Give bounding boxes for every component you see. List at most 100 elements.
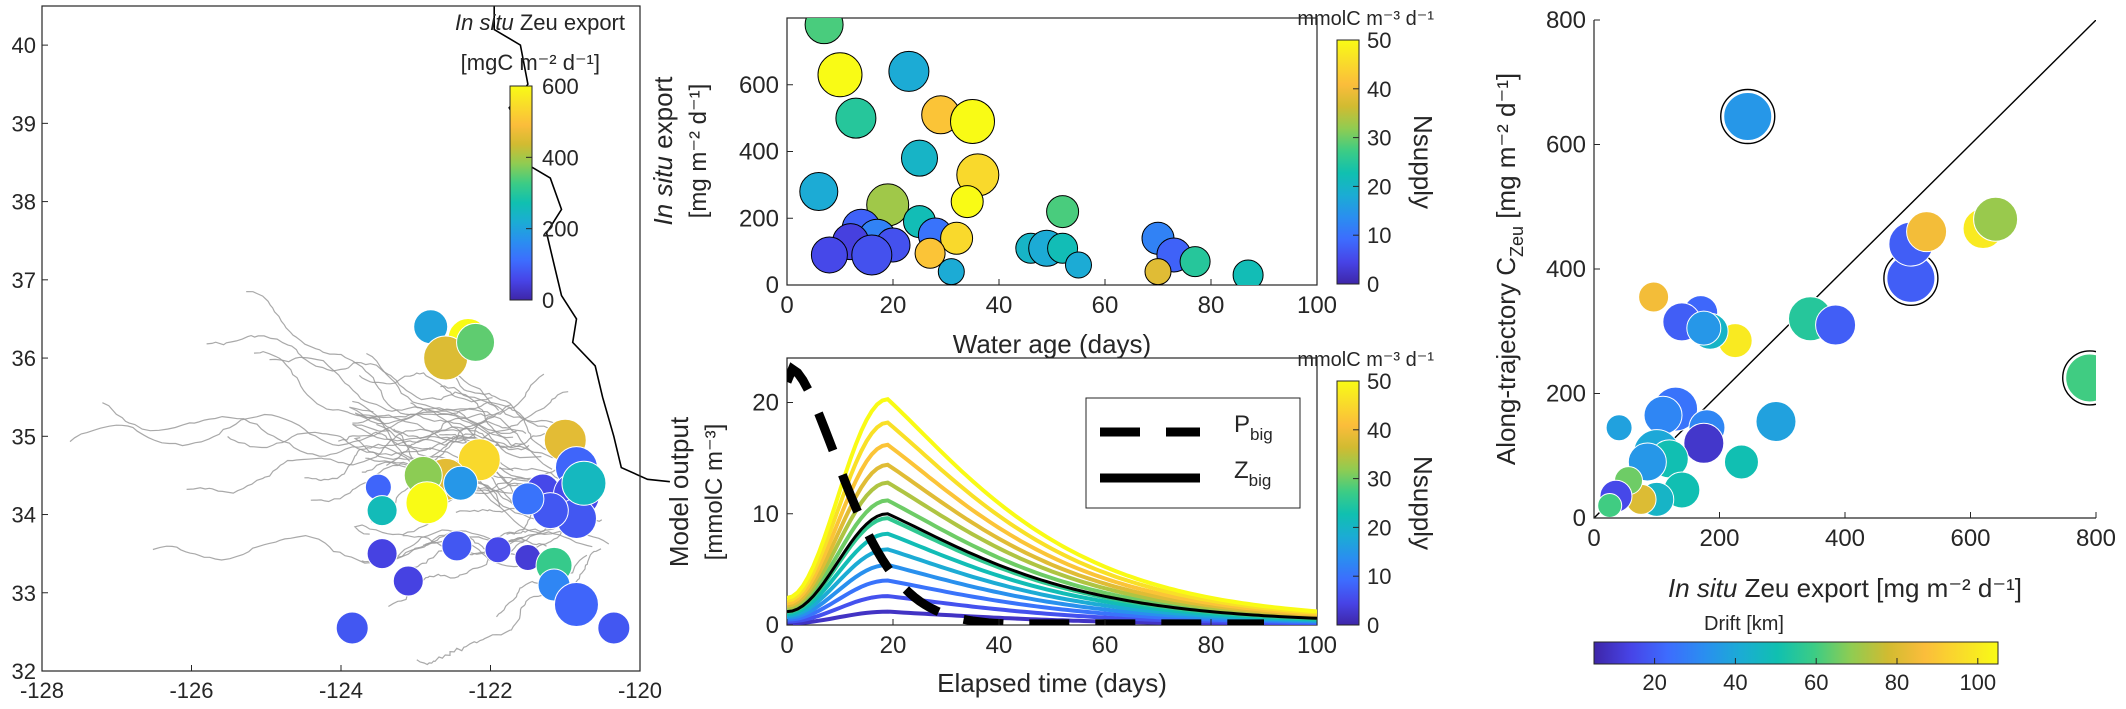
map-station-marker [441,530,473,562]
along-trajectory-xlabel-italic: In situ [1668,573,1737,603]
model-output-xtick-label: 40 [986,632,1013,659]
along-trajectory-markers [1597,88,2096,518]
map-ytick-label: 32 [12,659,36,684]
drift-colorbar-label: Drift [km] [1704,613,1784,635]
map-station-marker [511,482,545,516]
drift-colorbar-tick-label: 40 [1723,670,1747,695]
drifter-trajectory [206,334,500,411]
drifter-trajectory [393,426,530,451]
model-output-colorbar-tick-label: 30 [1367,467,1391,492]
drifter-trajectory [69,410,517,447]
along-trajectory-xlabel-rest: Zeu export [mg m⁻² d⁻¹] [1737,573,2022,603]
map-station-marker [597,611,631,645]
drifter-trajectory [152,534,551,568]
along-trajectory-marker [1643,395,1683,435]
along-trajectory-ytick-label: 400 [1546,256,1586,283]
water-age-xtick-label: 20 [880,292,907,319]
water-age-colorbar-tick-label: 50 [1367,28,1391,53]
map-ytick-label: 34 [12,503,36,528]
zbig-series-line [787,397,1317,614]
map-station-marker [561,460,607,506]
model-output-colorbar-tick-label: 20 [1367,515,1391,540]
model-output-colorbar-label: Nsupply [1408,456,1438,550]
water-age-marker [810,236,848,274]
map-station-marker [405,481,449,525]
zbig-series-line [787,420,1317,615]
water-age-marker [1232,259,1264,285]
map-ytick-label: 35 [12,424,36,449]
model-output-colorbar-ticks: 0 10 20 30 40 50 [1353,369,1391,638]
water-age-marker [950,98,995,144]
map-colorbar-ticks: 0 200 400 600 [526,74,579,313]
map-colorbar-title-rest: Zeu export [514,10,625,35]
map-ytick-label: 36 [12,346,36,371]
drifter-trajectory [416,548,602,666]
drifter-trajectory [354,407,514,439]
drifter-trajectory [366,352,553,470]
water-age-colorbar-tick-label: 30 [1367,126,1391,151]
along-trajectory-marker [1755,401,1797,443]
water-age-xtick-label: 40 [986,292,1013,319]
along-trajectory-ytick-label: 0 [1573,505,1586,532]
map-xtick-label: -124 [319,678,363,703]
map-xtick-label: -126 [169,678,213,703]
map-ytick-label: 37 [12,268,36,293]
water-age-colorbar-tick-label: 0 [1367,272,1379,297]
water-age-marker [851,234,893,276]
model-output-lines [787,362,1317,625]
model-output-ylabel: Model output [664,416,694,567]
along-trajectory-xtick-label: 400 [1825,525,1865,552]
map-station-marker [553,582,599,627]
drifter-trajectory [451,373,567,453]
along-trajectory-ytick-label: 600 [1546,132,1586,159]
water-age-marker [888,50,930,92]
water-age-ylabel-units: [mg m⁻² d⁻¹] [685,84,712,219]
map-colorbar-title: In situ Zeu export [455,10,625,35]
along-trajectory-xtick-label: 800 [2076,525,2116,552]
water-age-xtick-label: 100 [1297,292,1337,319]
water-age-xlabel: Water age (days) [953,329,1151,359]
map-colorbar-tick-label: 600 [542,74,579,99]
map-colorbar-tick-label: 200 [542,217,579,242]
water-age-colorbar-ticks: 0 10 20 30 40 50 [1353,28,1391,297]
along-trajectory-xtick-label: 200 [1699,525,1739,552]
water-age-xtick-label: 60 [1092,292,1119,319]
map-colorbar-title-italic: In situ [455,10,514,35]
along-trajectory-ylabel-units: [mg m⁻² d⁻¹] [1491,73,1521,226]
water-age-ylabel: In situ export [648,76,678,226]
water-age-marker [1046,195,1080,229]
water-age-marker [937,258,965,285]
drifter-trajectory [365,433,523,468]
water-age-markers [799,18,1264,285]
model-output-colorbar-units: mmolC m⁻³ d⁻¹ [1297,349,1434,371]
drift-colorbar-tick-label: 60 [1804,670,1828,695]
map-station-marker [456,322,496,362]
model-output-xtick-label: 80 [1198,632,1225,659]
along-trajectory-xlabel: In situ Zeu export [mg m⁻² d⁻¹] [1668,573,2022,603]
map-tick-labels: -128 -126 -124 -122 -120 32 33 34 35 36 37 38 39 40 [12,33,663,703]
water-age-marker [835,97,877,139]
drifter-trajectory [358,372,493,403]
water-age-colorbar-units: mmolC m⁻³ d⁻¹ [1297,8,1434,30]
zbig-reference-line [787,512,1317,620]
one-to-one-line [1594,20,2096,518]
legend-box [1085,397,1301,509]
map-ytick-label: 40 [12,33,36,58]
along-trajectory-marker [1686,310,1722,346]
water-age-colorbar-tick-label: 10 [1367,223,1391,248]
map-ytick-label: 39 [12,111,36,136]
along-trajectory-xtick-label: 0 [1587,525,1600,552]
water-age-xtick-label: 0 [780,292,793,319]
model-output-ylabel-units: [mmolC m⁻³] [701,424,728,561]
along-trajectory-marker [1605,414,1633,442]
water-age-marker [1179,246,1211,278]
water-age-marker [901,139,938,177]
zbig-series-line [787,442,1317,617]
map-colorbar-tick-label: 400 [542,145,579,170]
map-xtick-label: -120 [618,678,662,703]
pbig-line [787,362,1264,625]
along-trajectory-ticks: 0 200 400 600 800 0 200 400 600 800 [1546,7,2116,552]
along-trajectory-ytick-label: 200 [1546,381,1586,408]
